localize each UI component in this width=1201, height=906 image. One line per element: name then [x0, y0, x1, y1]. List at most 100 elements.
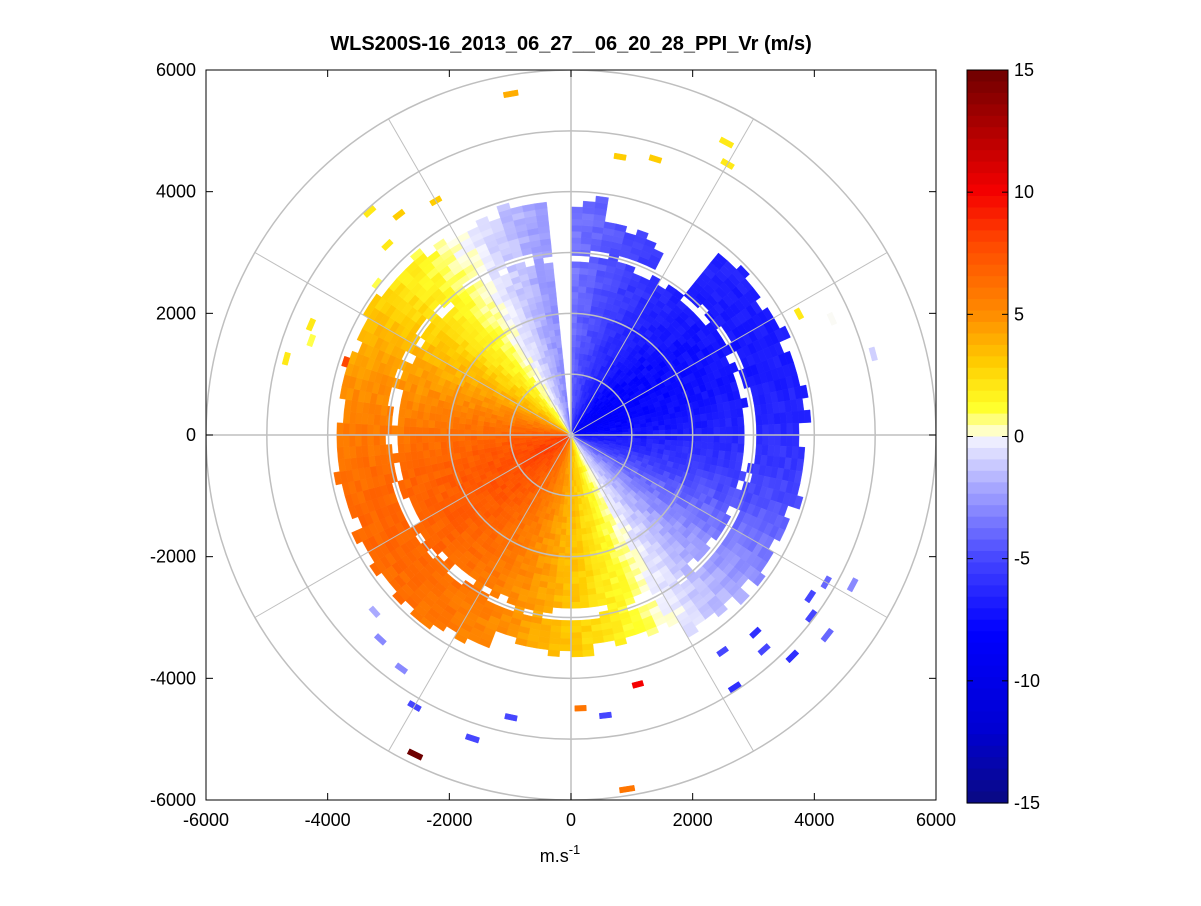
- sparse-arc: [599, 711, 612, 720]
- velocity-cell: [559, 365, 565, 373]
- colorbar-segment: [967, 688, 1008, 701]
- velocity-cell: [575, 334, 582, 342]
- velocity-cell: [361, 412, 369, 425]
- velocity-cell: [737, 434, 745, 445]
- velocity-cell: [564, 541, 572, 548]
- sparse-arc: [381, 238, 394, 252]
- velocity-cell: [596, 598, 608, 607]
- velocity-cell: [561, 595, 572, 603]
- velocity-cell: [415, 442, 424, 452]
- velocity-cell: [500, 438, 508, 443]
- velocity-cell: [342, 446, 351, 460]
- velocity-cell: [464, 445, 473, 452]
- velocity-cell: [576, 322, 584, 330]
- velocity-cell: [550, 619, 562, 627]
- sparse-arc: [574, 705, 587, 712]
- sparse-arc: [749, 626, 762, 639]
- velocity-cell: [583, 557, 592, 566]
- velocity-cell: [580, 237, 592, 245]
- velocity-cell: [622, 428, 629, 433]
- velocity-cell: [440, 447, 449, 456]
- velocity-field: [333, 195, 812, 658]
- colorbar-segment: [967, 596, 1008, 609]
- colorbar-segment: [967, 665, 1008, 678]
- velocity-cell: [737, 425, 745, 436]
- colorbar-segment: [967, 161, 1008, 174]
- velocity-cell: [664, 434, 672, 441]
- x-tick-label: 6000: [916, 810, 956, 830]
- velocity-cell: [676, 440, 684, 448]
- velocity-cell: [581, 643, 594, 651]
- velocity-cell: [694, 421, 702, 429]
- velocity-cell: [670, 429, 678, 436]
- velocity-cell: [428, 449, 437, 458]
- velocity-cell: [470, 434, 478, 441]
- velocity-cell: [333, 471, 343, 486]
- velocity-cell: [581, 631, 593, 639]
- velocity-cell: [575, 340, 582, 348]
- velocity-cell: [669, 418, 678, 425]
- colorbar-segment: [967, 734, 1008, 747]
- velocity-cell: [579, 601, 590, 609]
- velocity-cell: [570, 230, 582, 238]
- velocity-cell: [564, 547, 572, 554]
- velocity-cell: [574, 504, 580, 512]
- velocity-cell: [434, 441, 442, 450]
- velocity-cell: [670, 440, 678, 447]
- velocity-cell: [588, 256, 600, 265]
- velocity-cell: [549, 631, 561, 639]
- velocity-cell: [762, 434, 769, 446]
- velocity-cell: [682, 440, 690, 448]
- velocity-cell: [562, 577, 572, 585]
- velocity-cell: [574, 498, 579, 506]
- velocity-cell: [342, 434, 350, 448]
- velocity-cell: [373, 424, 380, 436]
- velocity-cell: [675, 445, 684, 453]
- colorbar-segment: [967, 585, 1008, 598]
- colorbar-tick-label: 5: [1014, 304, 1024, 324]
- velocity-cell: [580, 527, 587, 536]
- velocity-cell: [428, 412, 437, 421]
- velocity-cell: [774, 423, 782, 436]
- velocity-cell: [379, 424, 386, 436]
- velocity-cell: [452, 446, 461, 454]
- velocity-cell: [731, 425, 739, 436]
- colorbar-tick-label: -15: [1014, 793, 1040, 813]
- velocity-cell: [755, 414, 763, 426]
- velocity-cell: [409, 417, 417, 428]
- x-axis-label-base: m.s: [540, 846, 569, 866]
- velocity-cell: [797, 410, 806, 424]
- sparse-arc: [804, 589, 817, 604]
- velocity-cell: [768, 434, 776, 446]
- colorbar-segment: [967, 642, 1008, 655]
- velocity-cell: [582, 213, 595, 221]
- colorbar-tick-label: 0: [1014, 427, 1024, 447]
- colorbar-segment: [967, 768, 1008, 781]
- velocity-cell: [570, 626, 582, 633]
- velocity-cell: [570, 541, 578, 548]
- velocity-cell: [581, 225, 594, 233]
- x-tick-label: -2000: [426, 810, 472, 830]
- velocity-cell: [464, 440, 472, 447]
- velocity-cell: [427, 434, 435, 443]
- velocity-cell: [737, 443, 745, 454]
- velocity-cell: [427, 441, 436, 451]
- velocity-cell: [563, 565, 572, 573]
- velocity-cell: [652, 425, 660, 431]
- velocity-cell: [560, 626, 572, 633]
- velocity-cell: [577, 564, 586, 572]
- velocity-cell: [582, 206, 596, 215]
- velocity-cell: [409, 442, 417, 453]
- colorbar-segment: [967, 367, 1008, 380]
- velocity-cell: [792, 434, 800, 448]
- velocity-cell: [553, 322, 561, 331]
- velocity-cell: [557, 353, 564, 361]
- velocity-cell: [580, 625, 592, 633]
- velocity-cell: [379, 414, 387, 426]
- velocity-cell: [476, 424, 484, 431]
- velocity-cell: [421, 442, 430, 451]
- colorbar-segment: [967, 127, 1008, 140]
- velocity-cell: [646, 426, 654, 432]
- chart-title: WLS200S-16_2013_06_27__06_20_28_PPI_Vr (…: [330, 33, 811, 55]
